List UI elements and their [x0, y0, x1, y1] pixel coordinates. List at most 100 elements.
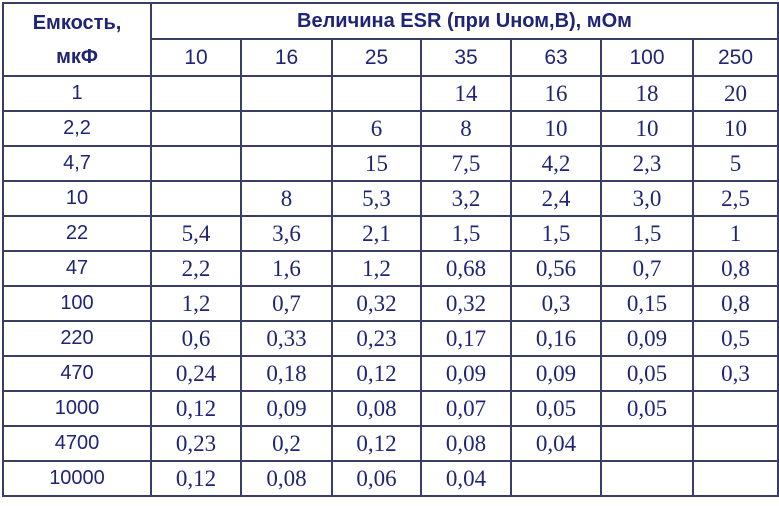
esr-value: 1	[692, 215, 779, 252]
table-row: 10 16 25 35 63 100 250	[3, 38, 779, 77]
esr-value: 18	[600, 75, 694, 112]
capacitance: 100	[2, 285, 152, 322]
esr-value: 2,5	[692, 180, 779, 217]
capacitance: 47	[2, 250, 152, 287]
esr-value: 2,1	[331, 215, 422, 252]
table-row: 10000 0,12 0,08 0,06 0,04	[2, 460, 779, 497]
esr-header: Величина ESR (при Uном,В), мОм	[150, 2, 779, 40]
voltage-header: 250	[692, 38, 779, 77]
esr-value: 0,7	[240, 285, 333, 322]
esr-value: 0,07	[420, 390, 512, 427]
esr-value	[331, 75, 422, 112]
table-row: 470 0,24 0,18 0,12 0,09 0,09 0,05 0,3	[2, 355, 779, 392]
esr-value: 0,12	[150, 390, 242, 427]
esr-value: 0,12	[150, 460, 242, 497]
table-row: 220 0,6 0,33 0,23 0,17 0,16 0,09 0,5	[2, 320, 779, 357]
esr-value: 0,12	[331, 355, 422, 392]
esr-value: 1,5	[600, 215, 694, 252]
capacitance: 4,7	[2, 145, 152, 182]
capacitance: 10	[2, 180, 152, 217]
esr-value	[600, 460, 694, 497]
table-row: 2,2 6 8 10 10 10	[2, 110, 779, 147]
esr-value: 0,5	[692, 320, 779, 357]
esr-value: 0,23	[150, 425, 242, 462]
esr-value: 20	[692, 75, 779, 112]
esr-value: 1,2	[331, 250, 422, 287]
esr-value: 0,18	[240, 355, 333, 392]
esr-value: 10	[510, 110, 602, 147]
esr-value: 0,15	[600, 285, 694, 322]
esr-value: 0,08	[331, 390, 422, 427]
esr-value	[692, 460, 779, 497]
esr-value: 8	[420, 110, 512, 147]
esr-value: 0,06	[331, 460, 422, 497]
esr-value: 0,32	[331, 285, 422, 322]
table-row: 1000 0,12 0,09 0,08 0,07 0,05 0,05	[2, 390, 779, 427]
capacitance: 1000	[2, 390, 152, 427]
voltage-header: 35	[420, 38, 512, 77]
esr-value: 5,3	[331, 180, 422, 217]
esr-value: 0,09	[600, 320, 694, 357]
esr-value: 0,56	[510, 250, 602, 287]
table-row: 100 1,2 0,7 0,32 0,32 0,3 0,15 0,8	[2, 285, 779, 322]
esr-value: 0,3	[692, 355, 779, 392]
esr-value: 0,32	[420, 285, 512, 322]
esr-value	[240, 110, 333, 147]
esr-value: 0,3	[510, 285, 602, 322]
esr-value: 0,12	[331, 425, 422, 462]
esr-value: 1,5	[510, 215, 602, 252]
esr-value	[600, 425, 694, 462]
header-line: мкФ	[56, 45, 98, 68]
esr-value: 14	[420, 75, 512, 112]
esr-value	[510, 460, 602, 497]
voltage-header: 100	[600, 38, 694, 77]
esr-value: 2,2	[150, 250, 242, 287]
voltage-header: 63	[510, 38, 602, 77]
esr-value: 1,6	[240, 250, 333, 287]
esr-value	[692, 390, 779, 427]
capacity-header: Емкость, мкФ	[2, 2, 152, 77]
capacitance: 10000	[2, 460, 152, 497]
esr-value: 0,7	[600, 250, 694, 287]
esr-value: 0,33	[240, 320, 333, 357]
esr-value: 0,04	[420, 460, 512, 497]
esr-value: 0,09	[240, 390, 333, 427]
capacitance: 22	[2, 215, 152, 252]
esr-value: 16	[510, 75, 602, 112]
esr-value: 0,8	[692, 250, 779, 287]
esr-value: 0,68	[420, 250, 512, 287]
esr-value: 0,6	[150, 320, 242, 357]
esr-value: 0,2	[240, 425, 333, 462]
esr-value: 10	[692, 110, 779, 147]
esr-value: 1,2	[150, 285, 242, 322]
table-row: 22 5,4 3,6 2,1 1,5 1,5 1,5 1	[2, 215, 779, 252]
capacitance: 2,2	[2, 110, 152, 147]
esr-value	[692, 425, 779, 462]
esr-value: 6	[331, 110, 422, 147]
esr-value: 15	[331, 145, 422, 182]
esr-value: 0,16	[510, 320, 602, 357]
esr-value: 0,23	[331, 320, 422, 357]
esr-value	[150, 110, 242, 147]
esr-value	[150, 145, 242, 182]
esr-value: 0,17	[420, 320, 512, 357]
voltage-header: 25	[331, 38, 422, 77]
table-row: 10 8 5,3 3,2 2,4 3,0 2,5	[2, 180, 779, 217]
table-row: 1 14 16 18 20	[2, 75, 779, 112]
esr-value: 10	[600, 110, 694, 147]
voltage-header: 16	[240, 38, 333, 77]
capacitance: 4700	[2, 425, 152, 462]
capacitance: 1	[2, 75, 152, 112]
voltage-header: 10	[150, 38, 242, 77]
capacitance: 470	[2, 355, 152, 392]
esr-value: 0,05	[510, 390, 602, 427]
esr-value: 3,0	[600, 180, 694, 217]
esr-value	[150, 75, 242, 112]
esr-value: 0,04	[510, 425, 602, 462]
esr-value: 0,08	[240, 460, 333, 497]
capacitance: 220	[2, 320, 152, 357]
esr-value: 4,2	[510, 145, 602, 182]
esr-value: 5,4	[150, 215, 242, 252]
esr-value: 3,6	[240, 215, 333, 252]
esr-table: Емкость, мкФ Величина ESR (при Uном,В), мО…	[2, 2, 779, 497]
